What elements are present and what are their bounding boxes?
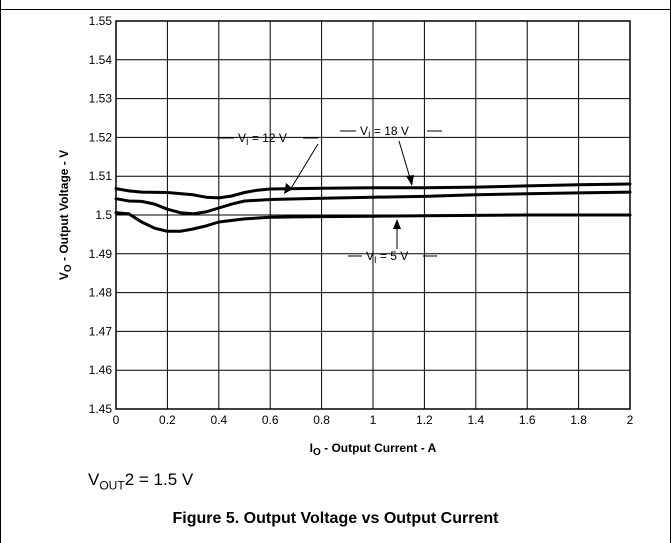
- series-line-2: [114, 211, 632, 233]
- plot-area-border: [115, 20, 631, 410]
- y-tick-label-10: 1.55: [89, 14, 113, 28]
- y-tick-label-8: 1.53: [89, 92, 113, 106]
- y-tick-label-7: 1.52: [89, 130, 113, 144]
- x-tick-label-5: 1: [370, 413, 377, 427]
- y-tick-label-6: 1.51: [89, 169, 113, 183]
- y-tick-label-3: 1.48: [89, 286, 113, 300]
- annotation-vi-18v: VI = 18 V: [340, 124, 442, 186]
- annotation-vi-5v: VI = 5 V: [348, 219, 437, 265]
- x-tick-label-4: 0.8: [313, 413, 330, 427]
- svg-text:VI = 18 V: VI = 18 V: [360, 124, 409, 140]
- x-axis-title: IO - Output Current - A: [310, 441, 437, 458]
- svg-text:VI = 12 V: VI = 12 V: [238, 131, 287, 147]
- test-condition-label: VOUT2 = 1.5 V: [88, 470, 194, 493]
- y-tick-label-9: 1.54: [89, 53, 113, 67]
- x-tick-label-0: 0: [113, 413, 120, 427]
- y-axis-title: VO - Output Voltage - V: [57, 150, 74, 280]
- y-tick-label-1: 1.46: [89, 363, 113, 377]
- y-tick-label-4: 1.49: [89, 247, 113, 261]
- x-tick-label-8: 1.6: [519, 413, 536, 427]
- series-line-0: [114, 182, 632, 200]
- frame-top-border: [0, 0, 671, 10]
- y-tick-label-5: 1.5: [95, 208, 112, 222]
- x-tick-label-7: 1.4: [467, 413, 484, 427]
- x-tick-label-2: 0.4: [210, 413, 227, 427]
- chart-series: [114, 182, 632, 233]
- figure-caption: Figure 5. Output Voltage vs Output Curre…: [172, 510, 499, 527]
- x-tick-label-1: 0.2: [159, 413, 176, 427]
- y-tick-label-2: 1.47: [89, 324, 113, 338]
- x-tick-labels: 0 0.2 0.4 0.6 0.8 1 1.2 1.4 1.6 1.8 2: [113, 413, 634, 427]
- y-tick-label-0: 1.45: [89, 402, 113, 416]
- x-tick-label-3: 0.6: [262, 413, 279, 427]
- series-line-1: [114, 190, 632, 216]
- svg-text:VI = 5 V: VI = 5 V: [366, 249, 408, 265]
- frame-left-border: [0, 0, 1, 543]
- x-tick-label-10: 2: [627, 413, 634, 427]
- annotation-vi-12v: VI = 12 V: [217, 131, 319, 194]
- y-tick-labels: 1.45 1.46 1.47 1.48 1.49 1.5 1.51 1.52 1.53 1.54 1…: [89, 14, 113, 416]
- x-tick-label-9: 1.8: [570, 413, 587, 427]
- x-tick-label-6: 1.2: [416, 413, 433, 427]
